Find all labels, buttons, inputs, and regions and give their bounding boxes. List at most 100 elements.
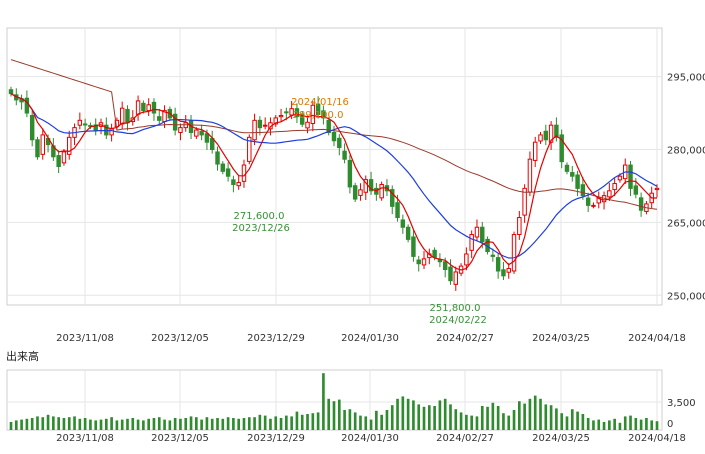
volume-bar: [131, 418, 135, 430]
candle-up: [453, 271, 459, 285]
candle-down: [321, 110, 326, 119]
candle-down: [315, 103, 321, 116]
candle-down: [400, 219, 406, 228]
x-tick-label: 2023/11/08: [56, 333, 114, 344]
volume-bar: [422, 406, 426, 430]
candle-down: [172, 113, 178, 131]
volume-bar: [258, 414, 262, 430]
candle-up: [119, 107, 125, 125]
candle-down: [257, 119, 263, 129]
volume-bar: [253, 417, 256, 430]
volume-bar: [210, 418, 214, 430]
candle-up: [506, 268, 511, 273]
candle-down: [337, 137, 342, 149]
volume-bar: [390, 405, 394, 430]
volume-bar: [602, 422, 606, 430]
volume-bar: [9, 422, 13, 430]
volume-bar: [634, 418, 638, 430]
volume-bar: [433, 406, 436, 430]
volume-bar: [459, 412, 463, 430]
volume-bar: [263, 415, 267, 430]
volume-bar: [496, 406, 500, 430]
candle-down: [575, 174, 580, 189]
volume-bar: [518, 401, 521, 430]
ma-long-line: [10, 59, 658, 210]
volume-bar: [290, 416, 293, 430]
candle-up: [236, 182, 241, 187]
volume-x-tick-label: 2024/01/30: [341, 433, 399, 444]
candle-down: [88, 124, 93, 127]
volume-bar: [343, 410, 346, 430]
candle-down: [294, 108, 300, 117]
volume-bar: [475, 416, 479, 430]
volume-bar: [512, 410, 516, 430]
candle-up: [379, 183, 384, 199]
candle-down: [8, 89, 14, 95]
candle-up: [511, 234, 517, 272]
candle-down: [352, 185, 358, 200]
volume-bar: [570, 409, 574, 430]
candle-down: [209, 138, 215, 150]
candle-up: [109, 128, 114, 136]
candle-down: [570, 172, 575, 177]
price-plot-frame: [6, 27, 663, 306]
candles: [8, 86, 660, 291]
volume-bar: [242, 418, 246, 430]
candle-down: [448, 266, 453, 282]
volume-bar: [608, 420, 611, 430]
volume-bar: [163, 419, 166, 430]
volume-x-tick-label: 2023/12/05: [151, 433, 209, 444]
candle-up: [61, 151, 67, 164]
volume-bar: [78, 418, 82, 430]
volume-bar: [147, 418, 150, 430]
candle-down: [405, 226, 411, 240]
candle-down: [543, 130, 549, 141]
candle-up: [548, 124, 554, 143]
volume-bar: [99, 419, 103, 430]
candle-down: [35, 139, 40, 158]
volume-bar: [539, 398, 542, 430]
volume-bar: [73, 416, 76, 430]
volume-bar: [523, 403, 526, 430]
volume-bar: [337, 399, 341, 430]
volume-bar: [216, 418, 219, 430]
volume-bar: [427, 405, 431, 430]
volume-bar: [41, 417, 45, 430]
candle-up: [464, 253, 469, 266]
volume-bar: [375, 410, 378, 430]
volume-bar: [247, 417, 251, 430]
volume-bar: [327, 398, 331, 430]
volume-bar: [565, 416, 569, 430]
volume-bar: [46, 414, 50, 430]
candle-up: [654, 187, 660, 191]
candle-down: [225, 168, 231, 177]
high-annotation-date: 2024/01/16: [291, 97, 349, 108]
volume-bar: [412, 400, 415, 430]
candle-down: [490, 254, 496, 257]
candle-down: [368, 179, 374, 192]
candle-up: [310, 104, 316, 124]
volume-bar: [613, 418, 616, 430]
y-tick-label: 280,000: [667, 145, 705, 156]
candle-down: [347, 159, 353, 188]
candle-up: [474, 226, 480, 238]
volume-bar: [104, 418, 108, 430]
x-tick-label: 2023/12/05: [151, 333, 209, 344]
candle-down: [24, 97, 30, 114]
volume-bar: [300, 414, 304, 430]
candle-up: [252, 119, 257, 141]
candle-down: [215, 151, 220, 165]
candle-down: [29, 114, 35, 141]
volume-bar: [20, 419, 23, 430]
candle-up: [421, 258, 427, 266]
candle-up: [538, 134, 543, 142]
volume-bar: [110, 417, 113, 430]
candle-up: [532, 141, 538, 161]
candle-up: [358, 189, 363, 196]
x-tick-label: 2024/03/25: [532, 333, 590, 344]
volume-x-tick-label: 2024/03/25: [532, 433, 590, 444]
volume-bar: [152, 418, 156, 430]
candle-down: [564, 164, 570, 172]
volume-bar: [353, 412, 357, 430]
